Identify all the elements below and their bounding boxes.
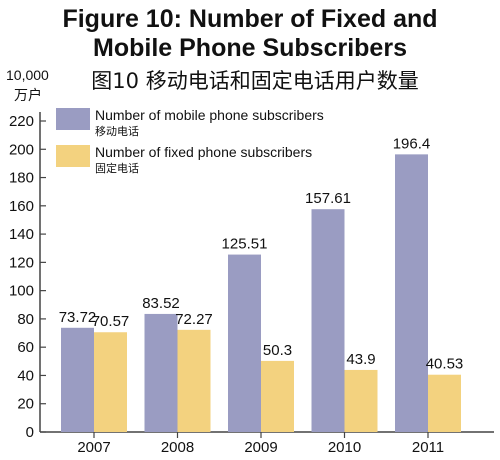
y-tick-label: 220 bbox=[9, 113, 34, 130]
bar-mobile-2009 bbox=[228, 254, 261, 432]
x-tick-label-2007: 2007 bbox=[77, 439, 110, 456]
data-label-mobile-2008: 83.52 bbox=[142, 295, 180, 312]
bar-fixed-2010 bbox=[344, 369, 378, 432]
y-tick-label: 100 bbox=[9, 283, 34, 300]
bar-fixed-2009 bbox=[261, 360, 294, 432]
bar-fixed-2008 bbox=[177, 329, 211, 432]
x-tick-label-2010: 2010 bbox=[328, 439, 361, 456]
x-tick-label-2008: 2008 bbox=[161, 439, 194, 456]
y-tick-label: 80 bbox=[17, 311, 34, 328]
y-tick-label: 40 bbox=[17, 367, 34, 384]
bar-mobile-2008 bbox=[144, 313, 178, 432]
data-label-mobile-2007: 73.72 bbox=[59, 309, 97, 326]
y-tick-label: 0 bbox=[26, 424, 34, 441]
data-label-fixed-2009: 50.3 bbox=[263, 342, 292, 359]
bar-fixed-2007 bbox=[94, 332, 127, 432]
y-tick-label: 140 bbox=[9, 226, 34, 243]
y-axis-unit-label-cn: 万户 bbox=[14, 87, 42, 103]
data-label-fixed-2011: 40.53 bbox=[426, 356, 464, 373]
y-axis-unit-label: 10,000 bbox=[6, 67, 49, 83]
data-label-mobile-2009: 125.51 bbox=[222, 236, 268, 253]
bar-mobile-2011 bbox=[395, 154, 428, 432]
legend-swatch-fixed bbox=[56, 145, 90, 167]
bar-mobile-2010 bbox=[311, 209, 345, 432]
legend-label-mobile-cn: 移动电话 bbox=[95, 125, 139, 138]
legend-label-mobile: Number of mobile phone subscribers bbox=[95, 107, 324, 123]
legend-label-fixed-cn: 固定电话 bbox=[95, 161, 139, 175]
bar-fixed-2011 bbox=[428, 374, 461, 432]
x-tick-label-2011: 2011 bbox=[412, 439, 444, 456]
data-label-mobile-2011: 196.4 bbox=[393, 135, 431, 152]
y-axis-ticks: 0 20 40 60 80 100 120 140 160 180 200 220 bbox=[9, 113, 46, 441]
chart-title-line-2: Mobile Phone Subscribers bbox=[93, 34, 407, 62]
y-tick-label: 180 bbox=[9, 170, 34, 187]
chart-subtitle: 图10 移动电话和固定电话用户数量 bbox=[91, 69, 418, 93]
y-tick-label: 20 bbox=[17, 396, 34, 413]
y-tick-label: 60 bbox=[17, 339, 34, 356]
x-tick-label-2009: 2009 bbox=[244, 439, 277, 456]
data-label-fixed-2010: 43.9 bbox=[346, 351, 375, 368]
chart-title-line-1: Figure 10: Number of Fixed and bbox=[62, 5, 437, 33]
legend: Number of mobile phone subscribers 移动电话 … bbox=[56, 107, 324, 175]
data-label-fixed-2008: 72.27 bbox=[175, 311, 213, 328]
data-label-mobile-2010: 157.61 bbox=[305, 190, 351, 207]
bar-mobile-2007 bbox=[61, 327, 94, 432]
y-tick-label: 200 bbox=[9, 141, 34, 158]
legend-label-fixed: Number of fixed phone subscribers bbox=[95, 144, 312, 160]
x-axis-labels: 2007 2008 2009 2010 2011 bbox=[77, 432, 444, 456]
y-tick-label: 120 bbox=[9, 254, 34, 271]
data-label-fixed-2007: 70.57 bbox=[92, 313, 130, 330]
legend-swatch-mobile bbox=[56, 108, 90, 130]
y-tick-label: 160 bbox=[9, 198, 34, 215]
